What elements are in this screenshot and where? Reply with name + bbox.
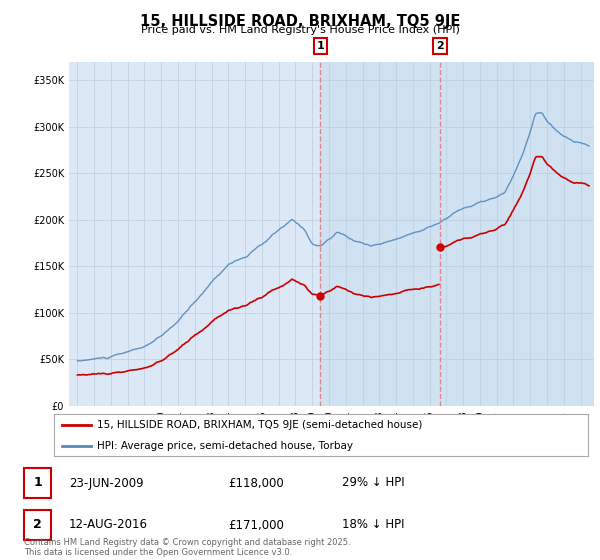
Text: Price paid vs. HM Land Registry's House Price Index (HPI): Price paid vs. HM Land Registry's House …	[140, 25, 460, 35]
Text: 29% ↓ HPI: 29% ↓ HPI	[342, 477, 404, 489]
Text: 15, HILLSIDE ROAD, BRIXHAM, TQ5 9JE: 15, HILLSIDE ROAD, BRIXHAM, TQ5 9JE	[140, 14, 460, 29]
Text: £118,000: £118,000	[228, 477, 284, 489]
Text: 23-JUN-2009: 23-JUN-2009	[69, 477, 143, 489]
Text: Contains HM Land Registry data © Crown copyright and database right 2025.
This d: Contains HM Land Registry data © Crown c…	[24, 538, 350, 557]
Bar	[320, 62, 594, 406]
Text: 12-AUG-2016: 12-AUG-2016	[69, 519, 148, 531]
Text: 15, HILLSIDE ROAD, BRIXHAM, TQ5 9JE (semi-detached house): 15, HILLSIDE ROAD, BRIXHAM, TQ5 9JE (sem…	[97, 420, 422, 430]
Text: 1: 1	[316, 41, 324, 52]
Text: £171,000: £171,000	[228, 519, 284, 531]
Text: 1: 1	[33, 477, 42, 489]
Text: 2: 2	[436, 41, 444, 52]
Text: 2: 2	[33, 519, 42, 531]
Text: HPI: Average price, semi-detached house, Torbay: HPI: Average price, semi-detached house,…	[97, 441, 353, 451]
Text: 18% ↓ HPI: 18% ↓ HPI	[342, 519, 404, 531]
